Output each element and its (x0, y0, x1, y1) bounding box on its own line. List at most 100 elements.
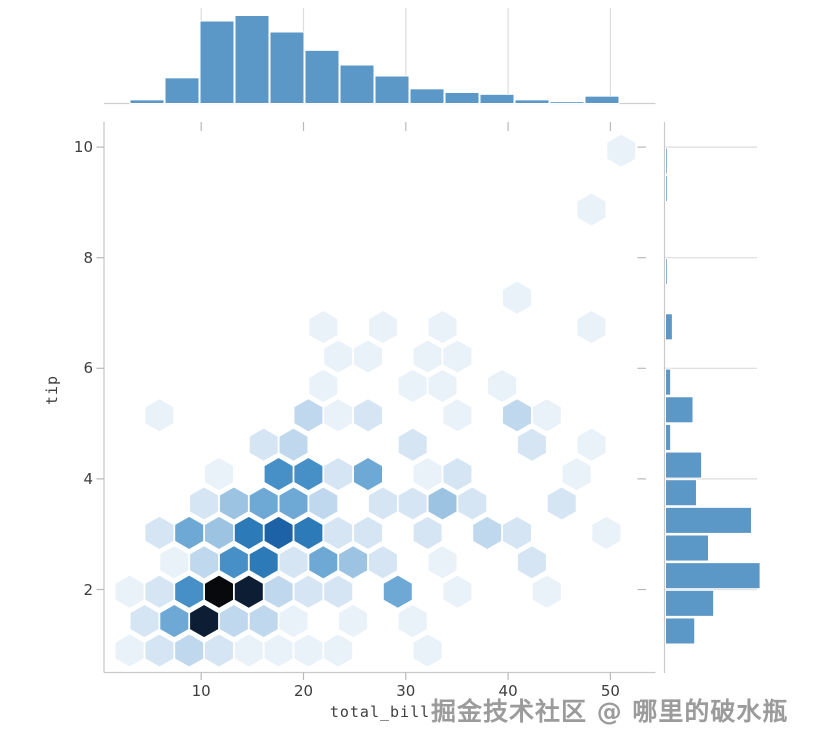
hexbin-cell (427, 545, 458, 580)
hexbin-cell (323, 339, 354, 374)
hexbin-cell (293, 515, 324, 551)
hexbin-cell (144, 633, 175, 668)
hexbin-cell (516, 427, 547, 462)
hexbin-cell (204, 633, 234, 668)
hexbin-cell (189, 545, 220, 580)
hexbin-cell (397, 603, 428, 639)
x-axis-label: total_bill (329, 703, 431, 721)
hexbin-cell (323, 633, 354, 668)
top-hist-bar (444, 92, 480, 104)
hexbin-cell (174, 515, 205, 551)
hexbin-cell (263, 574, 294, 609)
top-hist-bar (339, 64, 375, 104)
hexbin-cell (353, 339, 383, 374)
hexbin-cell (204, 456, 234, 492)
hexbin-cell (293, 574, 324, 609)
hexbin-cell (218, 545, 249, 580)
hexbin-cell (353, 515, 383, 551)
hexbin-cell (576, 192, 607, 227)
x-tick-label: 10 (191, 682, 211, 700)
hexbin-cell (174, 633, 205, 668)
right-hist-bar (665, 258, 668, 286)
right-hist-bar (665, 313, 673, 341)
right-hist-bar (665, 451, 703, 479)
hexbin-cell (323, 574, 354, 609)
hexbin-cell (129, 603, 160, 639)
hexbin-cell (293, 633, 324, 668)
top-hist-bar (199, 20, 235, 104)
right-hist-bar (665, 617, 696, 645)
right-hist-bar (665, 534, 709, 562)
hexbin-cell (218, 603, 249, 639)
hexbin-cell (248, 545, 279, 580)
top-hist-bar (374, 75, 410, 104)
top-hist-bar (549, 101, 585, 104)
hexbin-cell (412, 515, 443, 551)
hexbin-cell (576, 309, 607, 345)
hexbin-cell (531, 574, 562, 609)
hexbin-cell (382, 574, 413, 609)
hexbin-cell (278, 545, 309, 580)
hexbin-cell (263, 515, 294, 551)
hexbin-cell (338, 545, 369, 580)
hexbin-cell (204, 515, 234, 551)
hexbin-cell (293, 398, 324, 433)
right-hist-bar (665, 396, 694, 424)
y-tick-label: 8 (83, 248, 93, 267)
hexbin-cell (397, 368, 428, 404)
hexbin-cell (278, 486, 309, 521)
right-hist-bar (665, 562, 761, 590)
watermark-text: 掘金技术社区 @ 哪里的破水瓶 (431, 697, 789, 726)
hexbin-cell (576, 427, 607, 462)
x-tick-label: 40 (498, 682, 518, 700)
hexbin-cell (144, 515, 175, 551)
hexbin-cell (427, 486, 458, 521)
hexbin-cell (189, 486, 220, 521)
hexbin-cell (233, 515, 264, 551)
top-hist-bar (269, 31, 305, 104)
hexbin-cell (338, 603, 369, 639)
y-axis-label: tip (43, 374, 61, 406)
hexbin-cell (233, 574, 264, 609)
top-hist-bar (479, 93, 515, 105)
right-hist-bar (665, 423, 672, 451)
hexbin-cell (248, 427, 279, 462)
right-hist-bar (665, 147, 668, 175)
top-hist-bar (514, 99, 550, 105)
hexbin-cell (189, 603, 220, 639)
y-tick-label: 2 (83, 580, 93, 599)
hexbin-cell (308, 368, 339, 404)
hexbin-cell (308, 309, 339, 345)
y-tick-label: 6 (83, 359, 93, 378)
hexbin-cell (442, 339, 473, 374)
hexbin-cell (412, 339, 443, 374)
x-tick-label: 20 (293, 682, 314, 700)
hexbin-cell (516, 545, 547, 580)
hexbin-cell (427, 309, 458, 345)
hexbin-cell (502, 398, 532, 433)
x-tick-label: 30 (396, 682, 416, 700)
y-tick-label: 10 (73, 138, 93, 157)
hexbin-cell (233, 633, 264, 668)
hexbin-cell (502, 515, 532, 551)
hexbin-cell (397, 486, 428, 521)
hexbin-cell (457, 486, 488, 521)
hexbin-cell (427, 368, 458, 404)
hexbin-cell (487, 368, 518, 404)
hexbin-cell (367, 309, 398, 345)
right-hist-bar (665, 368, 672, 396)
hexbin-cell (367, 486, 398, 521)
hexbin-cell (144, 574, 175, 609)
hexbin-cell (218, 486, 249, 521)
right-hist-bar (665, 506, 752, 534)
hexbin-cell (323, 515, 354, 551)
hexbin-cell (442, 456, 473, 492)
hexbin-cell (278, 603, 309, 639)
x-tick-label: 50 (600, 682, 620, 700)
right-hist-bar (665, 175, 668, 203)
top-hist-bar (409, 88, 445, 105)
right-hist-bar (665, 589, 715, 617)
hexbin-cell (114, 633, 145, 668)
